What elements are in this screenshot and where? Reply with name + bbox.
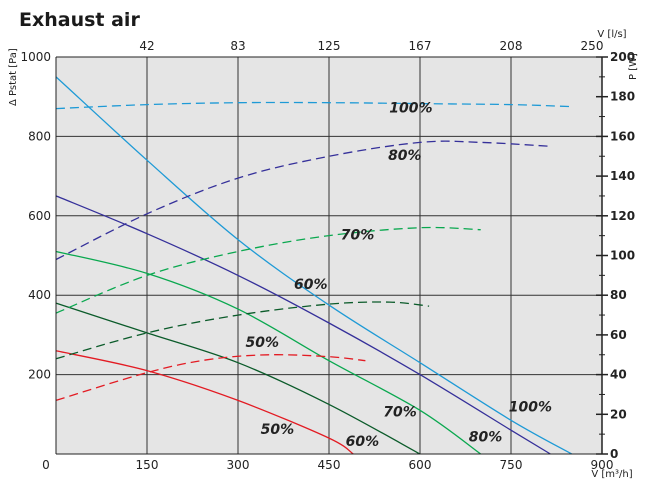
pressure-curve-50pct bbox=[55, 350, 354, 455]
grid bbox=[56, 57, 602, 454]
pressure-curve-60pct bbox=[55, 302, 421, 455]
y-right-tick-label: 80 bbox=[610, 288, 627, 302]
curve-annotations: 100%80%70%60%50%100%80%70%60%50% bbox=[246, 101, 553, 450]
curve-label-80pct: 80% bbox=[469, 429, 503, 445]
curve-label-50pct: 50% bbox=[261, 422, 295, 438]
curve-label-70pct: 70% bbox=[383, 404, 417, 420]
y-right-tick-label: 100 bbox=[610, 249, 635, 263]
y-right-tick-label: 200 bbox=[610, 50, 635, 64]
x-tick-label: 900 bbox=[591, 458, 614, 472]
x2-tick-label: 83 bbox=[230, 39, 245, 53]
y-right-tick-label: 140 bbox=[610, 169, 635, 183]
power-curve-60pct bbox=[55, 301, 430, 360]
curve-label-80pct: 80% bbox=[388, 148, 422, 164]
x2-tick-label: 250 bbox=[581, 39, 604, 53]
x2-axis-label: V [l/s] bbox=[597, 29, 626, 40]
pressure-curve-80pct bbox=[55, 195, 551, 455]
x2-tick-label: 125 bbox=[318, 39, 341, 53]
y-left-tick-label: 400 bbox=[28, 288, 51, 302]
curve-label-60pct: 60% bbox=[346, 434, 380, 450]
y-left-tick-label: 1000 bbox=[20, 50, 51, 64]
y-left-tick-label: 800 bbox=[28, 129, 51, 143]
curves bbox=[55, 76, 573, 455]
curve-label-100pct: 100% bbox=[509, 400, 552, 416]
y-right-tick-label: 40 bbox=[610, 368, 627, 382]
pressure-curve-70pct bbox=[55, 250, 482, 455]
curve-label-70pct: 70% bbox=[341, 228, 375, 244]
y-left-tick-label: 600 bbox=[28, 209, 51, 223]
y-left-tick-label: 200 bbox=[28, 368, 51, 382]
curve-label-60pct: 60% bbox=[294, 277, 328, 293]
x-tick-label: 600 bbox=[409, 458, 432, 472]
y-right-tick-label: 60 bbox=[610, 328, 627, 342]
x2-tick-label: 208 bbox=[500, 39, 523, 53]
chart-title: Exhaust air bbox=[19, 9, 140, 31]
power-curve-50pct bbox=[55, 354, 366, 402]
y-right-axis-label: P [W] bbox=[628, 53, 639, 80]
x-tick-label: 150 bbox=[136, 458, 159, 472]
y-right-tick-label: 160 bbox=[610, 129, 635, 143]
curve-label-50pct: 50% bbox=[246, 335, 280, 351]
y-right-tick-label: 120 bbox=[610, 209, 635, 223]
y-right-tick-label: 0 bbox=[610, 447, 618, 461]
axes bbox=[55, 56, 608, 455]
y-right-tick-label: 180 bbox=[610, 90, 635, 104]
power-curve-70pct bbox=[55, 226, 481, 314]
x2-tick-label: 42 bbox=[139, 39, 154, 53]
x-tick-label: 750 bbox=[500, 458, 523, 472]
power-curve-80pct bbox=[55, 140, 551, 261]
x-tick-label: 0 bbox=[42, 458, 50, 472]
x-tick-label: 450 bbox=[318, 458, 341, 472]
power-curve-100pct bbox=[55, 101, 572, 110]
curve-label-100pct: 100% bbox=[389, 101, 432, 117]
x-tick-label: 300 bbox=[227, 458, 250, 472]
y-right-tick-label: 20 bbox=[610, 407, 627, 421]
pressure-curve-100pct bbox=[55, 76, 573, 455]
y-left-axis-label: Δ Pstat [Pa] bbox=[8, 48, 19, 106]
x2-tick-label: 167 bbox=[409, 39, 432, 53]
x-axis-label: V [m³/h] bbox=[591, 469, 632, 480]
